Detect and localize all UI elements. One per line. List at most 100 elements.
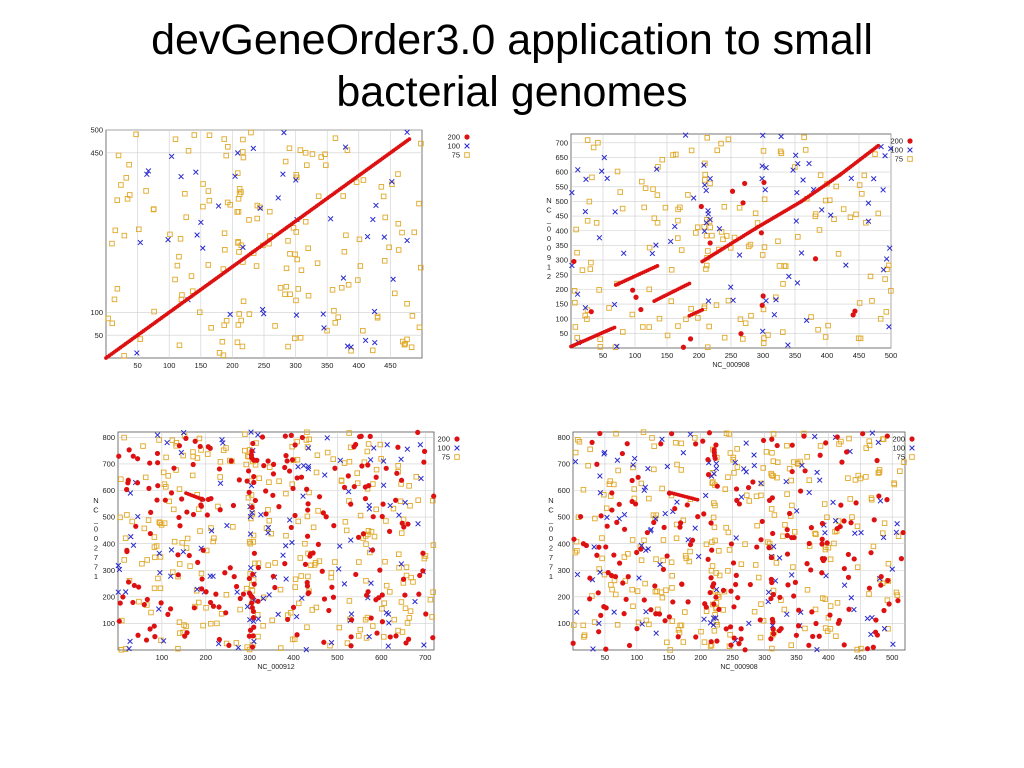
point-200 bbox=[151, 623, 157, 629]
point-100 bbox=[367, 457, 374, 463]
point-75 bbox=[191, 132, 198, 138]
point-75 bbox=[240, 154, 247, 161]
point-75 bbox=[243, 461, 250, 468]
point-200 bbox=[714, 483, 720, 489]
point-75 bbox=[305, 573, 311, 580]
point-200 bbox=[125, 480, 131, 486]
point-200 bbox=[369, 547, 376, 553]
point-100 bbox=[790, 167, 796, 173]
point-75 bbox=[401, 341, 408, 348]
y-axis-label-char: N bbox=[93, 496, 98, 505]
point-200 bbox=[900, 529, 906, 536]
point-100 bbox=[662, 510, 668, 517]
y-tick-label: 100 bbox=[102, 619, 115, 628]
x-tick-label: 500 bbox=[885, 351, 898, 360]
y-axis-label-char: 0 bbox=[547, 225, 551, 234]
point-75 bbox=[673, 151, 679, 158]
point-75 bbox=[136, 226, 142, 233]
point-75 bbox=[194, 455, 201, 461]
x-tick-label: 700 bbox=[419, 653, 432, 662]
point-75 bbox=[669, 573, 675, 579]
point-75 bbox=[314, 452, 321, 459]
point-75 bbox=[276, 478, 282, 484]
point-100 bbox=[730, 297, 736, 304]
point-100 bbox=[234, 150, 241, 156]
point-200 bbox=[377, 567, 383, 573]
y-tick-label: 50 bbox=[560, 329, 568, 338]
point-200 bbox=[400, 576, 407, 582]
point-100 bbox=[751, 462, 758, 469]
y-tick-label: 600 bbox=[555, 168, 568, 177]
point-75 bbox=[206, 132, 213, 138]
point-200 bbox=[736, 641, 742, 647]
point-200 bbox=[611, 552, 617, 558]
point-200 bbox=[226, 642, 232, 648]
point-75 bbox=[614, 622, 621, 628]
point-100 bbox=[701, 616, 707, 622]
point-200 bbox=[689, 537, 696, 543]
point-75 bbox=[718, 140, 724, 147]
point-75 bbox=[123, 175, 130, 181]
point-200 bbox=[393, 497, 399, 503]
point-75 bbox=[761, 196, 768, 203]
point-200 bbox=[360, 531, 367, 537]
point-75 bbox=[721, 204, 728, 210]
point-200 bbox=[124, 486, 130, 493]
point-75 bbox=[901, 459, 907, 465]
point-200 bbox=[797, 488, 804, 494]
point-200 bbox=[249, 600, 255, 606]
point-75 bbox=[310, 524, 317, 531]
point-100 bbox=[366, 633, 372, 640]
point-75 bbox=[781, 606, 788, 613]
point-75 bbox=[582, 312, 588, 319]
point-200 bbox=[603, 605, 609, 611]
point-200 bbox=[289, 457, 296, 463]
point-75 bbox=[694, 224, 701, 230]
point-75 bbox=[584, 316, 590, 322]
point-200 bbox=[735, 595, 741, 601]
point-200 bbox=[738, 626, 744, 632]
point-100 bbox=[695, 553, 702, 560]
point-200 bbox=[870, 644, 876, 650]
point-200 bbox=[821, 556, 828, 562]
point-100 bbox=[305, 463, 312, 470]
point-75 bbox=[287, 291, 293, 297]
point-200 bbox=[246, 633, 252, 639]
point-75 bbox=[620, 329, 626, 335]
point-75 bbox=[646, 286, 653, 293]
point-200 bbox=[199, 586, 205, 592]
x-tick-label: 100 bbox=[631, 653, 644, 662]
point-100 bbox=[260, 595, 267, 602]
point-75 bbox=[196, 599, 202, 606]
point-75 bbox=[660, 557, 666, 564]
point-75 bbox=[707, 224, 713, 231]
point-200 bbox=[801, 433, 807, 439]
point-100 bbox=[574, 571, 581, 578]
point-75 bbox=[688, 147, 695, 154]
y-axis-label-char: 0 bbox=[94, 534, 98, 543]
y-axis-label-char: 1 bbox=[547, 263, 551, 272]
point-200 bbox=[133, 523, 139, 529]
point-75 bbox=[297, 335, 304, 341]
point-75 bbox=[745, 243, 752, 250]
point-75 bbox=[413, 474, 420, 480]
point-75 bbox=[688, 305, 694, 312]
point-100 bbox=[830, 499, 836, 506]
point-75 bbox=[399, 229, 405, 236]
point-200 bbox=[249, 448, 255, 454]
point-200 bbox=[249, 504, 255, 510]
point-100 bbox=[385, 643, 392, 649]
point-75 bbox=[678, 467, 685, 473]
point-200 bbox=[230, 502, 237, 509]
point-75 bbox=[603, 505, 610, 512]
point-100 bbox=[164, 439, 170, 446]
point-75 bbox=[338, 285, 345, 291]
point-200 bbox=[736, 501, 743, 507]
point-200 bbox=[846, 606, 852, 612]
point-100 bbox=[418, 475, 424, 482]
point-200 bbox=[853, 500, 859, 506]
point-75 bbox=[822, 546, 829, 553]
point-75 bbox=[197, 528, 203, 534]
point-100 bbox=[328, 639, 335, 646]
points-group bbox=[569, 132, 894, 351]
